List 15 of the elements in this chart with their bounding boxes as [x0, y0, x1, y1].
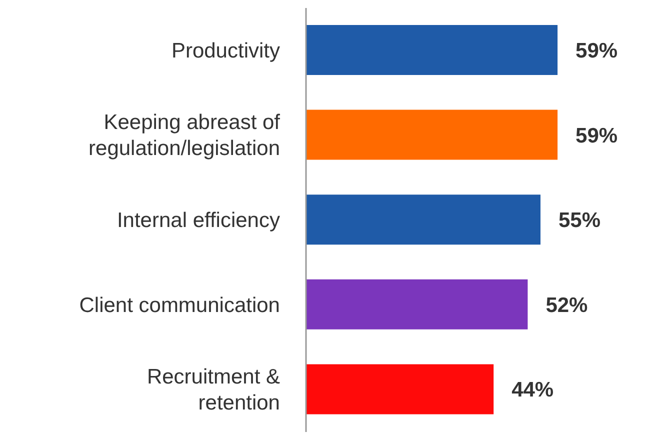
bar	[306, 110, 558, 160]
y-tick-label: Internal efficiency	[116, 208, 280, 232]
y-tick-label: Client communication	[79, 293, 280, 316]
data-label: 59%	[576, 124, 618, 148]
y-tick-label: Keeping abreast of regulation/legislation	[88, 110, 280, 160]
bar	[306, 364, 494, 414]
data-label: 59%	[576, 39, 618, 62]
y-tick-label: Recruitment & retention	[146, 365, 280, 414]
data-label: 55%	[558, 209, 601, 232]
bar	[306, 25, 558, 75]
bar	[306, 194, 540, 245]
data-label: 44%	[512, 378, 554, 402]
bar	[306, 279, 528, 330]
data-label: 52%	[546, 294, 588, 317]
y-tick-label: Productivity	[171, 38, 280, 62]
